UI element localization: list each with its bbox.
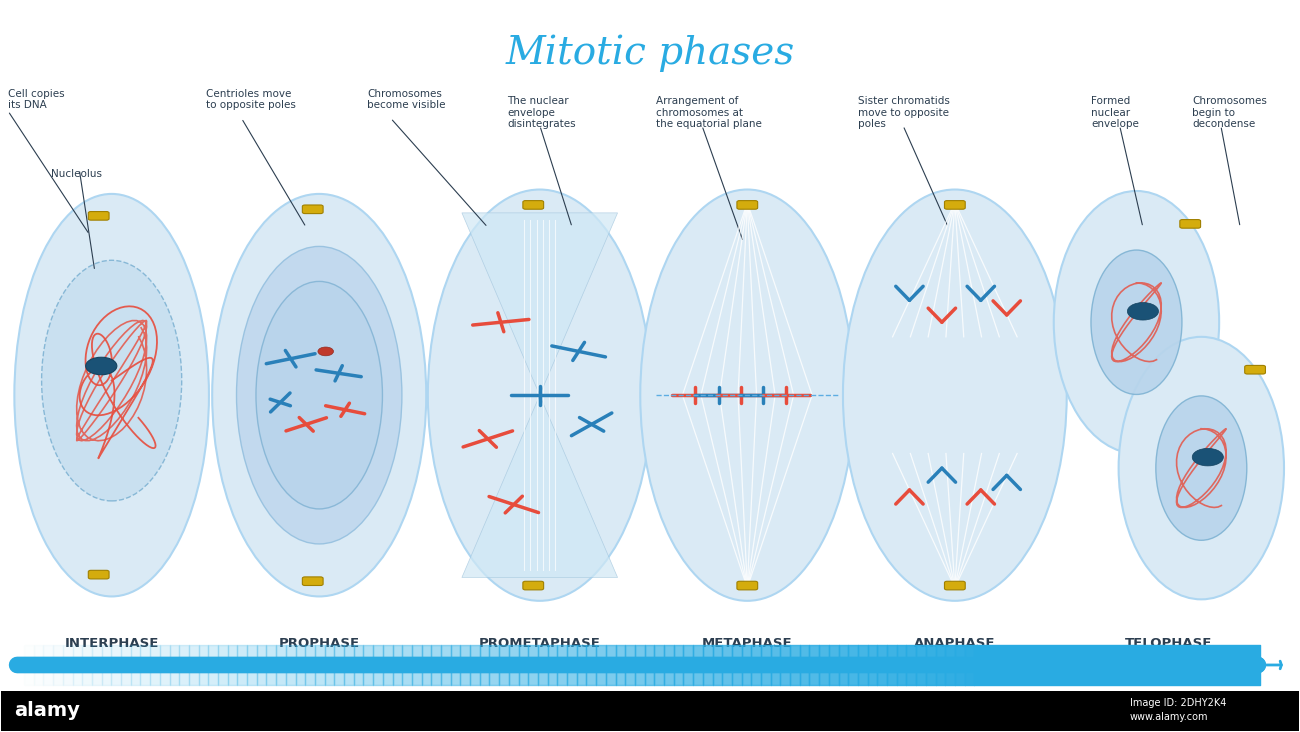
Text: Cell copies
its DNA: Cell copies its DNA [8,89,65,111]
Text: PROPHASE: PROPHASE [278,637,360,649]
Ellipse shape [842,190,1067,601]
FancyBboxPatch shape [303,205,324,214]
Ellipse shape [1118,337,1284,600]
Text: INTERPHASE: INTERPHASE [65,637,159,649]
Polygon shape [462,213,618,395]
Ellipse shape [641,190,854,601]
Text: Nucleolus: Nucleolus [51,169,101,179]
Ellipse shape [256,281,382,509]
FancyBboxPatch shape [303,577,324,586]
Circle shape [1192,449,1223,466]
FancyBboxPatch shape [737,201,758,209]
FancyBboxPatch shape [523,201,543,209]
Text: The nuclear
envelope
disintegrates: The nuclear envelope disintegrates [507,96,576,130]
Ellipse shape [1054,191,1219,454]
Text: PROMETAPHASE: PROMETAPHASE [478,637,601,649]
Circle shape [86,357,117,375]
Text: TELOPHASE: TELOPHASE [1126,637,1213,649]
Ellipse shape [237,247,402,544]
Ellipse shape [42,261,182,501]
Text: ANAPHASE: ANAPHASE [914,637,996,649]
Text: Arrangement of
chromosomes at
the equatorial plane: Arrangement of chromosomes at the equato… [656,96,762,130]
FancyBboxPatch shape [1180,220,1201,228]
FancyBboxPatch shape [88,212,109,220]
Ellipse shape [1156,396,1247,540]
Circle shape [1127,302,1158,320]
Ellipse shape [428,190,651,601]
Text: alamy: alamy [14,701,81,720]
Text: Chromosomes
become visible: Chromosomes become visible [367,89,446,111]
FancyBboxPatch shape [88,570,109,579]
FancyBboxPatch shape [945,201,965,209]
Polygon shape [462,395,618,578]
Text: Sister chromatids
move to opposite
poles: Sister chromatids move to opposite poles [858,96,949,130]
FancyArrowPatch shape [1262,661,1282,669]
Text: Image ID: 2DHY2K4: Image ID: 2DHY2K4 [1130,698,1226,708]
Text: Centrioles move
to opposite poles: Centrioles move to opposite poles [207,89,296,111]
Text: Chromosomes
begin to
decondense: Chromosomes begin to decondense [1192,96,1268,130]
FancyBboxPatch shape [523,581,543,590]
FancyBboxPatch shape [945,581,965,590]
FancyBboxPatch shape [1,690,1299,731]
Ellipse shape [212,194,426,597]
Text: www.alamy.com: www.alamy.com [1130,712,1209,722]
FancyBboxPatch shape [737,581,758,590]
FancyBboxPatch shape [1244,365,1265,374]
Text: METAPHASE: METAPHASE [702,637,793,649]
Ellipse shape [1091,250,1182,395]
Text: Mitotic phases: Mitotic phases [506,34,794,72]
Ellipse shape [14,194,209,597]
Text: Formed
nuclear
envelope: Formed nuclear envelope [1091,96,1139,130]
Circle shape [318,347,334,356]
